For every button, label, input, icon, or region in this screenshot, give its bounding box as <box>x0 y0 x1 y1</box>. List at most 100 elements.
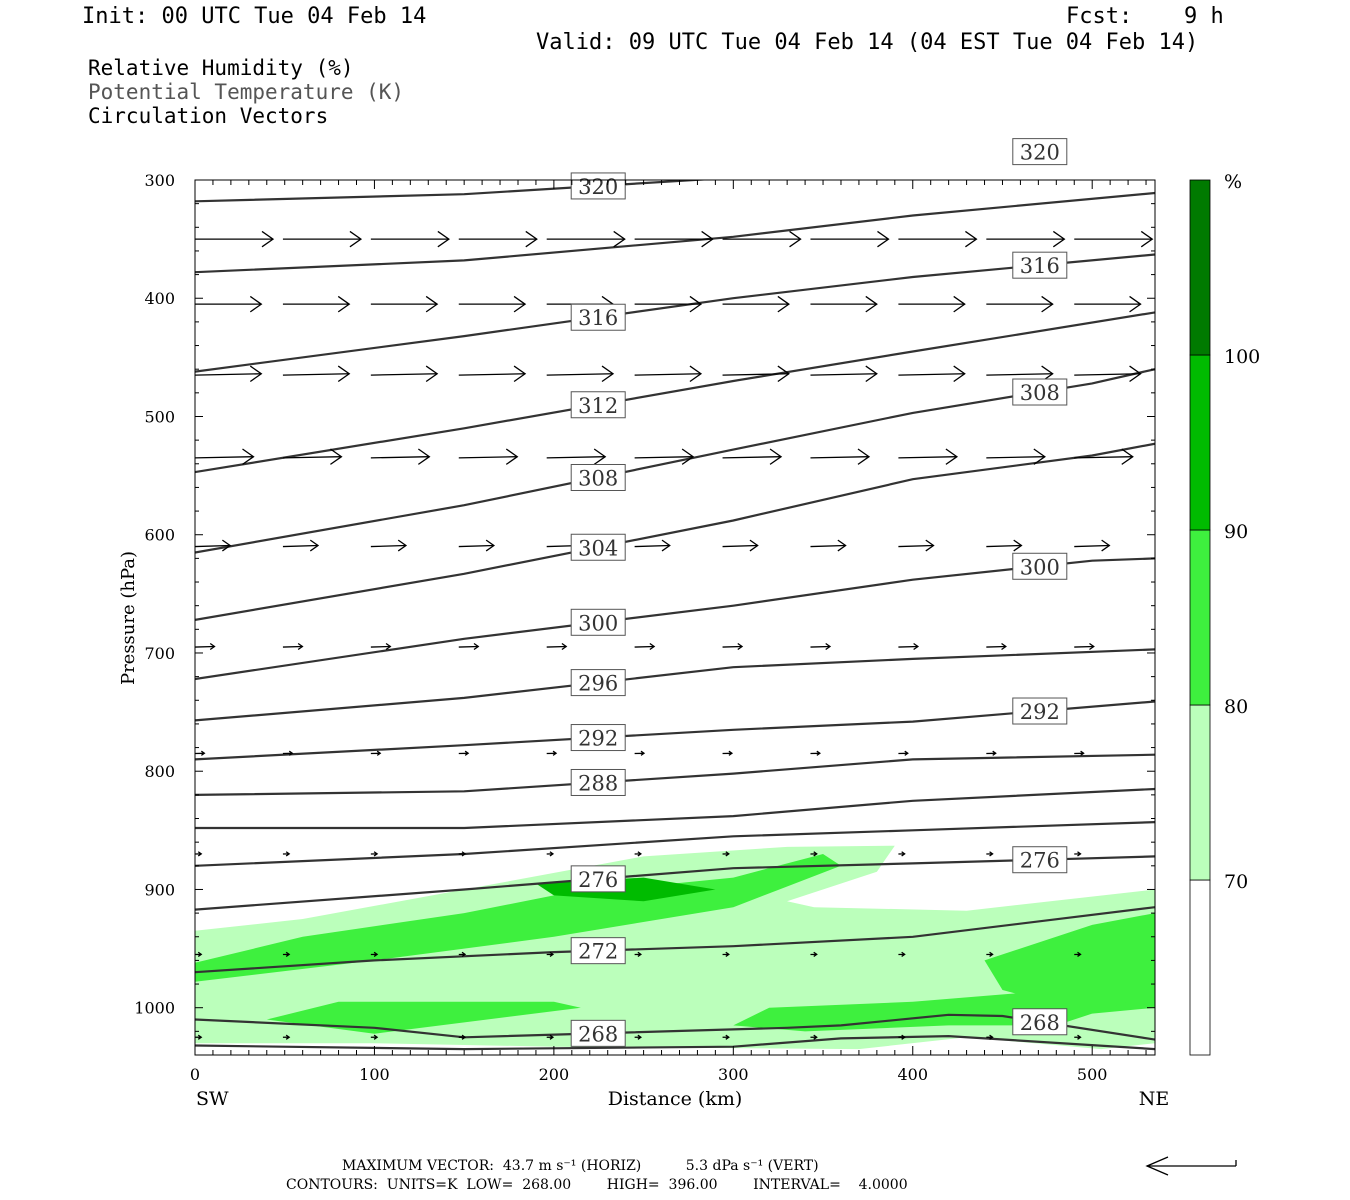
circulation-vector <box>986 295 1054 313</box>
circulation-vector <box>458 230 538 248</box>
vector-shaft <box>546 373 614 376</box>
vector-head <box>330 448 343 465</box>
vector-shaft <box>195 544 231 548</box>
vector-head <box>813 951 818 958</box>
vector-head <box>1052 230 1066 248</box>
vector-shaft <box>370 373 438 376</box>
circulation-vector <box>1074 642 1095 651</box>
vector-head <box>749 539 759 552</box>
vector-head <box>913 642 920 651</box>
vector-shaft <box>1074 544 1110 548</box>
vector-shaft <box>722 456 782 459</box>
vector-head <box>1129 365 1142 383</box>
circulation-vector <box>1074 750 1085 756</box>
vector-head <box>249 365 263 383</box>
circulation-vector <box>898 230 978 248</box>
x-tick-label: 0 <box>190 1065 200 1084</box>
vector-shaft <box>986 456 1045 459</box>
circulation-vector <box>986 230 1066 248</box>
vector-head <box>681 448 695 465</box>
vector-head <box>1033 448 1046 465</box>
circulation-vector <box>634 851 642 857</box>
circulation-vector <box>986 539 1023 552</box>
vector-head <box>242 448 255 465</box>
circulation-vector <box>370 642 392 651</box>
colorbar-unit: % <box>1224 171 1242 193</box>
init-time: Init: 00 UTC Tue 04 Feb 14 <box>82 4 427 29</box>
circulation-vector <box>458 295 527 313</box>
circulation-vector <box>370 851 379 857</box>
vector-head <box>725 951 730 958</box>
vector-head <box>989 1034 994 1040</box>
isentrope-label-box <box>1012 378 1068 406</box>
isentrope-label-box <box>1012 697 1068 725</box>
circulation-vector <box>634 750 646 756</box>
isentrope-label-box <box>1012 138 1068 166</box>
vector-shaft <box>282 645 303 648</box>
vector-shaft <box>370 645 391 648</box>
circulation-vector <box>370 951 379 958</box>
x-tick-label: 400 <box>897 1065 928 1084</box>
vector-head <box>373 851 379 857</box>
colorbar-segment <box>1189 879 1211 1056</box>
vector-head <box>385 642 392 651</box>
isentrope-label-box <box>570 724 626 752</box>
isentrope-label: 276 <box>578 868 618 892</box>
colorbar-segment <box>1189 529 1211 706</box>
vector-head <box>285 951 291 958</box>
vector-head <box>865 295 878 313</box>
circulation-vector <box>634 230 714 248</box>
circulation-vector <box>546 365 615 383</box>
circulation-vector <box>722 642 744 651</box>
circulation-vector <box>810 951 818 958</box>
vector-head <box>197 851 203 857</box>
vector-head <box>989 951 994 958</box>
circulation-vector <box>1074 365 1142 383</box>
circulation-vector <box>195 230 275 248</box>
circulation-vector <box>634 642 656 651</box>
circulation-vector <box>195 642 216 651</box>
circulation-vector <box>1074 1034 1082 1040</box>
vector-shaft <box>810 544 846 548</box>
circulation-vector <box>634 295 703 313</box>
vector-head <box>1077 851 1082 857</box>
vector-shaft <box>1074 645 1094 648</box>
y-tick-label: 400 <box>144 289 175 308</box>
circulation-vector <box>634 951 642 958</box>
axes: 300 400 500 600 700 800 900 1000 0 100 200 300 400 50… <box>134 171 1155 1084</box>
circulation-vector <box>898 951 906 958</box>
vector-head <box>689 365 703 383</box>
circulation-vector <box>634 448 695 465</box>
circulation-vector <box>458 642 480 651</box>
vector-head <box>549 851 555 857</box>
x-axis-start-label: SW <box>196 1088 229 1110</box>
legend-circulation-vectors: Circulation Vectors <box>88 104 329 128</box>
isentrope-line <box>195 906 1155 974</box>
isentrope-label-box <box>570 172 626 200</box>
circulation-vector <box>370 365 439 383</box>
x-tick-label: 100 <box>359 1065 390 1084</box>
vector-head <box>1140 230 1154 248</box>
vector-head <box>992 750 997 756</box>
vector-head <box>1121 448 1134 465</box>
circulation-vector <box>458 750 470 756</box>
colorbar-label: 80 <box>1224 696 1248 718</box>
vector-head <box>525 230 538 248</box>
vector-head <box>417 448 431 465</box>
isentrope-line <box>195 700 1155 761</box>
vector-shaft <box>722 373 789 376</box>
isentrope-line <box>195 557 1155 681</box>
vector-head <box>728 750 734 756</box>
vector-head <box>877 230 890 248</box>
x-axis-end-label: NE <box>1139 1088 1170 1110</box>
vector-head <box>1077 1034 1082 1040</box>
isentrope-label-box <box>570 768 626 796</box>
circulation-vector <box>898 851 906 857</box>
colorbar-segment <box>1189 354 1211 531</box>
circulation-vector <box>1074 230 1154 248</box>
vector-head <box>505 448 519 465</box>
circulation-vector <box>898 365 966 383</box>
y-tick-label: 300 <box>144 171 175 190</box>
vector-head <box>485 539 496 552</box>
isentrope-label: 308 <box>1020 381 1060 405</box>
